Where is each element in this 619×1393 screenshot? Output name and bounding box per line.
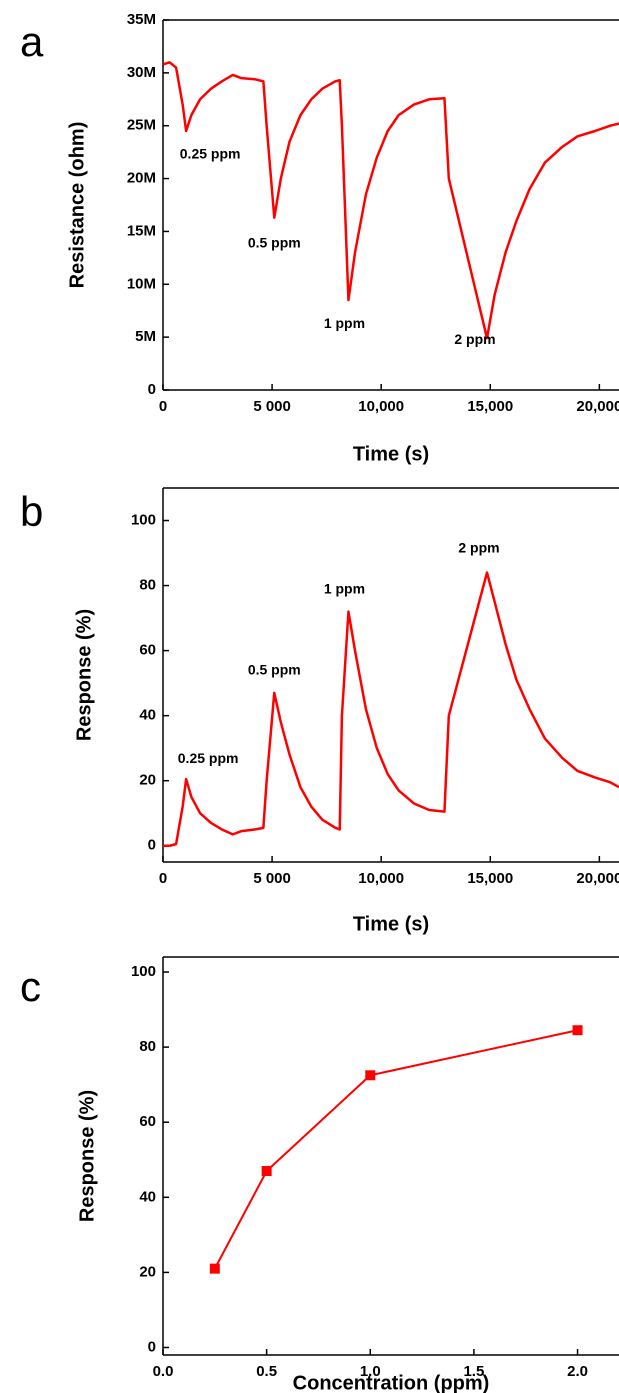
marker	[572, 1025, 583, 1036]
y-tick-label: 40	[139, 1188, 156, 1205]
y-axis-title: Response (%)	[76, 1090, 98, 1222]
y-tick-label: 20	[139, 772, 156, 789]
data-line	[163, 571, 619, 847]
x-tick-label: 15,000	[467, 398, 513, 415]
y-tick-label: 80	[139, 577, 156, 594]
x-tick-label: 10,000	[358, 398, 404, 415]
annotation: 2 ppm	[454, 331, 495, 347]
x-tick-label: 0.0	[153, 1363, 174, 1380]
annotation: 2 ppm	[458, 539, 499, 555]
annotation: 0.5 ppm	[248, 234, 301, 250]
y-tick-label: 100	[131, 963, 156, 980]
y-tick-label: 35M	[127, 11, 156, 28]
y-axis-title: Response (%)	[73, 609, 95, 741]
panel-letter: c	[20, 963, 41, 1010]
y-tick-label: 20	[139, 1263, 156, 1280]
marker	[365, 1070, 376, 1081]
marker	[261, 1166, 272, 1177]
y-tick-label: 5M	[135, 328, 156, 345]
y-tick-label: 25M	[127, 117, 156, 134]
x-tick-label: 5 000	[253, 870, 291, 887]
data-line	[162, 61, 619, 340]
x-axis-title: Concentration (ppm)	[293, 1372, 490, 1393]
y-tick-label: 0	[148, 837, 156, 854]
x-tick-label: 10,000	[358, 870, 404, 887]
x-axis-title: Time (s)	[353, 913, 429, 935]
y-tick-label: 0	[148, 381, 156, 398]
x-tick-label: 0.5	[256, 1363, 277, 1380]
y-axis-title: Resistance (ohm)	[66, 122, 88, 289]
x-tick-label: 1.0	[360, 1363, 381, 1380]
annotation: 1 ppm	[324, 315, 365, 331]
annotation: 0.25 ppm	[178, 750, 239, 766]
y-tick-label: 40	[139, 707, 156, 724]
y-tick-label: 30M	[127, 64, 156, 81]
x-tick-label: 5 000	[253, 398, 291, 415]
x-tick-label: 0	[159, 870, 167, 887]
annotation: 0.25 ppm	[180, 146, 241, 162]
y-tick-label: 0	[148, 1338, 156, 1355]
x-tick-label: 2.0	[567, 1363, 588, 1380]
x-tick-label: 20,000	[576, 870, 619, 887]
x-axis-title: Time (s)	[353, 443, 429, 465]
x-tick-label: 20,000	[576, 398, 619, 415]
x-tick-label: 15,000	[467, 870, 513, 887]
x-tick-label: 0	[159, 398, 167, 415]
annotation: 1 ppm	[324, 580, 365, 596]
y-tick-label: 60	[139, 1113, 156, 1130]
y-tick-label: 100	[131, 511, 156, 528]
marker	[209, 1263, 220, 1274]
y-tick-label: 10M	[127, 275, 156, 292]
panel-letter: b	[20, 488, 43, 535]
y-tick-label: 20M	[127, 170, 156, 187]
y-tick-label: 15M	[127, 222, 156, 239]
panel-letter: a	[20, 18, 44, 65]
data-line	[213, 1029, 578, 1270]
x-tick-label: 1.5	[463, 1363, 484, 1380]
y-tick-label: 80	[139, 1038, 156, 1055]
y-tick-label: 60	[139, 642, 156, 659]
annotation: 0.5 ppm	[248, 662, 301, 678]
